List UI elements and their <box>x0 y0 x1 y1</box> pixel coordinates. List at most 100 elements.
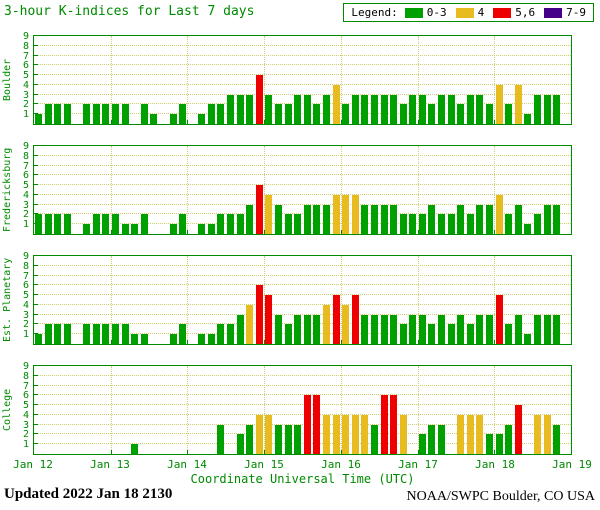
k-index-bar <box>418 214 426 234</box>
k-index-bar <box>438 424 446 454</box>
k-index-bar <box>217 214 225 234</box>
plot-area-boulder <box>33 35 572 125</box>
k-index-bar <box>533 314 541 344</box>
y-tick-label: 7 <box>22 160 29 172</box>
k-index-bar <box>495 84 503 124</box>
k-index-bar <box>275 104 283 124</box>
k-index-bar <box>524 114 532 124</box>
k-index-bar <box>418 434 426 454</box>
x-tick-mark <box>187 120 189 124</box>
k-index-bar <box>438 94 446 124</box>
y-tick-mark <box>34 64 38 66</box>
x-tick-mark <box>110 230 112 234</box>
k-index-bar <box>255 185 263 234</box>
gridline-horizontal <box>34 44 571 46</box>
gridline-horizontal <box>34 443 571 445</box>
y-tick-mark <box>34 193 38 195</box>
k-index-bar <box>284 424 292 454</box>
k-index-bar <box>390 395 398 454</box>
k-index-bar <box>505 104 513 124</box>
k-index-bar <box>409 214 417 234</box>
k-index-bar <box>112 214 119 234</box>
gridline-vertical <box>340 256 342 344</box>
station-label-boulder: Boulder <box>2 58 13 102</box>
k-index-bar <box>428 424 436 454</box>
gridline-horizontal <box>34 223 571 225</box>
gridline-vertical <box>187 36 189 124</box>
y-tick-label: 7 <box>22 380 29 392</box>
k-index-bar <box>514 204 522 234</box>
legend-swatch <box>455 7 474 18</box>
k-index-bar <box>227 324 235 344</box>
gridline-vertical <box>264 366 266 454</box>
k-index-bar <box>179 104 187 124</box>
x-tick-label: Jan 16 <box>321 458 361 471</box>
gridline-vertical <box>417 256 419 344</box>
legend-swatch <box>544 7 563 18</box>
y-tick-mark <box>34 184 38 186</box>
gridline-vertical <box>110 366 112 454</box>
k-index-bar <box>198 334 206 344</box>
y-tick-label: 6 <box>22 60 29 72</box>
y-tick-mark <box>34 303 38 305</box>
gridline-vertical <box>417 36 419 124</box>
gridline-horizontal <box>34 284 571 286</box>
k-index-bar <box>428 204 436 234</box>
k-index-bar <box>332 84 340 124</box>
k-index-bar <box>303 204 311 234</box>
y-tick-label: 3 <box>22 89 29 101</box>
k-index-bar <box>380 395 388 454</box>
y-tick-label: 4 <box>22 189 29 201</box>
k-index-bar <box>457 204 465 234</box>
x-tick-mark <box>340 340 342 344</box>
k-index-bar <box>505 424 513 454</box>
k-index-bar <box>217 324 225 344</box>
y-tick-label: 2 <box>22 319 29 331</box>
x-tick-mark <box>264 340 266 344</box>
k-index-bar <box>390 94 398 124</box>
k-index-bar <box>332 295 340 344</box>
k-index-bar <box>265 414 273 454</box>
x-axis-title: Coordinate Universal Time (UTC) <box>190 472 415 486</box>
k-index-bar <box>83 224 91 234</box>
y-tick-mark <box>34 404 38 406</box>
k-index-bar <box>102 324 110 344</box>
k-index-bar <box>390 204 398 234</box>
gridline-horizontal <box>34 64 571 66</box>
k-index-bar <box>485 314 493 344</box>
k-index-bar <box>54 104 62 124</box>
k-index-bar <box>361 314 369 344</box>
y-tick-mark <box>34 423 38 425</box>
k-index-bar <box>236 434 244 454</box>
x-tick-mark <box>187 230 189 234</box>
gridline-vertical <box>494 146 496 234</box>
k-index-bar <box>207 224 215 234</box>
k-index-bar <box>370 424 378 454</box>
k-index-bar <box>284 104 292 124</box>
k-index-bar <box>342 414 350 454</box>
y-tick-label: 2 <box>22 429 29 441</box>
y-tick-label: 4 <box>22 79 29 91</box>
x-tick-label: Jan 15 <box>244 458 284 471</box>
k-index-bar <box>370 204 378 234</box>
k-index-bar <box>447 324 455 344</box>
k-index-bar <box>495 434 503 454</box>
k-index-bar <box>83 104 91 124</box>
y-tick-label: 1 <box>22 109 29 121</box>
y-tick-label: 5 <box>22 400 29 412</box>
k-index-bar <box>44 214 52 234</box>
gridline-horizontal <box>34 213 571 215</box>
gridline-horizontal <box>34 154 571 156</box>
y-tick-label: 4 <box>22 409 29 421</box>
station-label-college: College <box>2 388 13 432</box>
k-index-bar <box>457 104 465 124</box>
gridline-horizontal <box>34 404 571 406</box>
k-index-bar <box>35 114 43 124</box>
legend-item-label: 7-9 <box>566 6 586 19</box>
k-index-bar <box>246 424 254 454</box>
x-tick-label: Jan 13 <box>90 458 130 471</box>
k-index-bar <box>351 194 359 234</box>
y-tick-mark <box>34 333 38 335</box>
